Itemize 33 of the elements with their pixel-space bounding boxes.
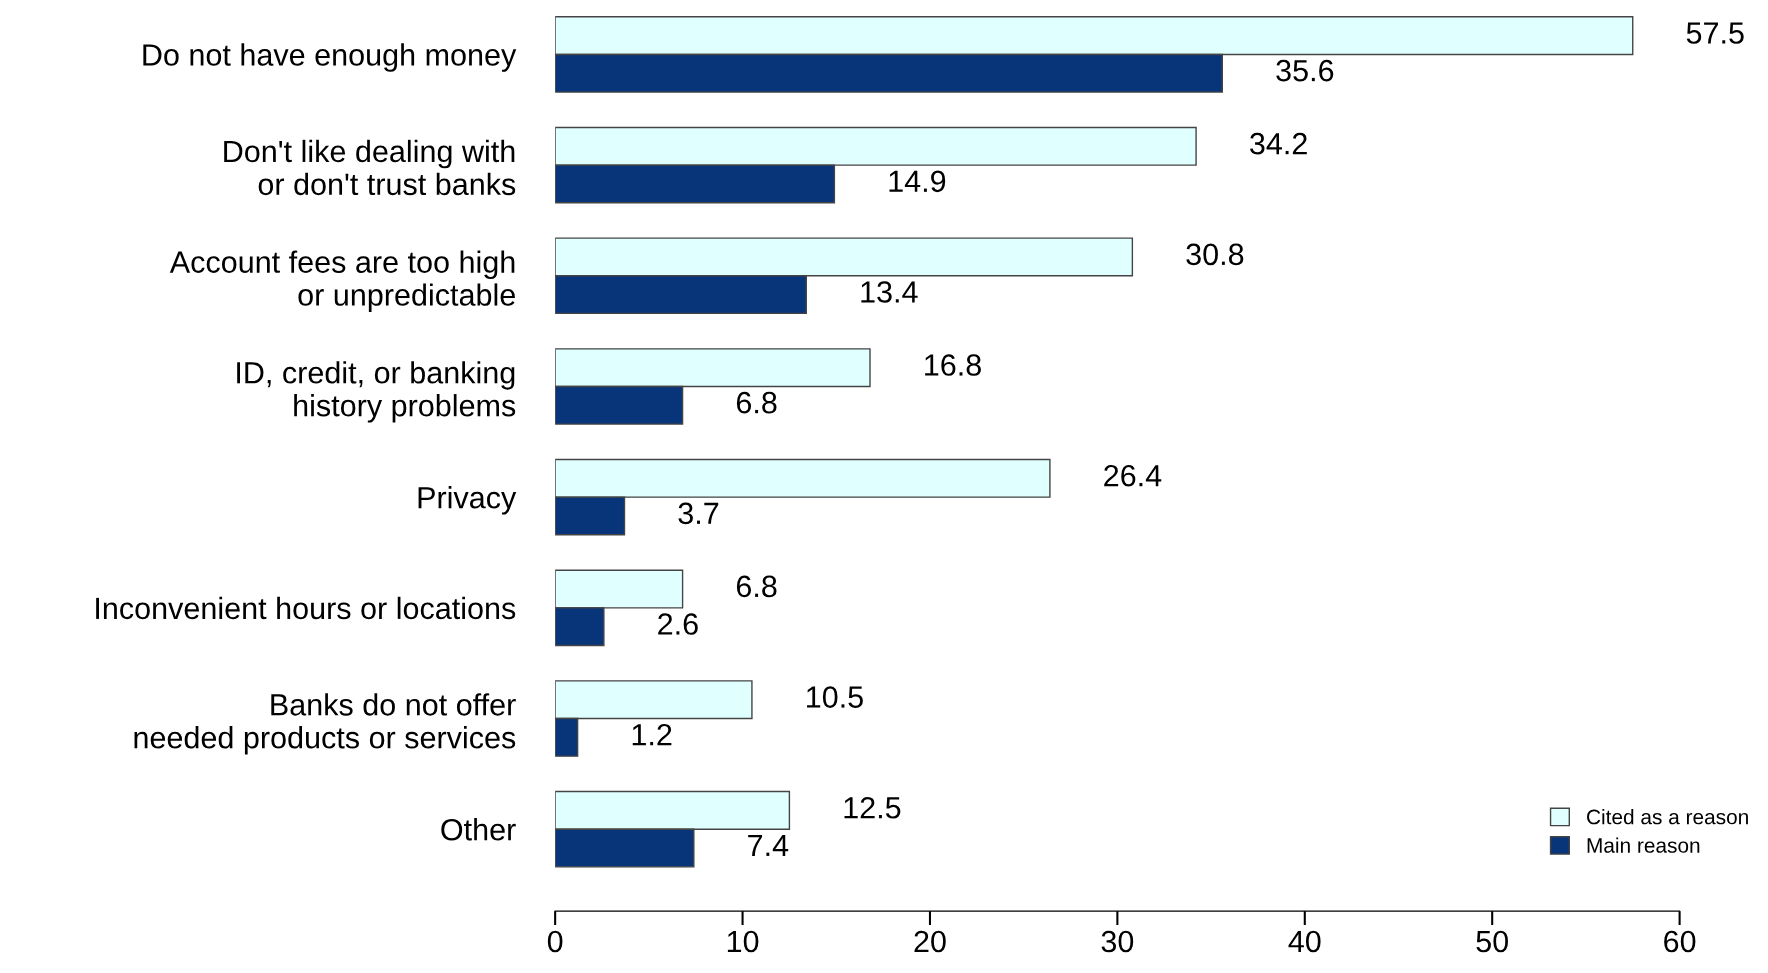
data-label: 6.8 [736, 391, 777, 414]
data-label: 12.5 [844, 796, 901, 819]
y-tick-label: ID, credit, or banking history problems [237, 361, 516, 423]
data-label: 3.7 [678, 502, 719, 525]
data-label: 13.4 [861, 281, 918, 303]
y-tick-label: Privacy [418, 486, 517, 515]
y-tick-label: Account fees are too high or unpredictable [169, 250, 515, 312]
y-tick-label: Inconvenient hours or locations [96, 596, 516, 620]
data-label: 35.6 [1276, 59, 1334, 82]
data-label: 10.5 [807, 686, 863, 708]
x-tick-label: 50 [1476, 930, 1508, 953]
data-label: 14.9 [889, 170, 946, 193]
data-label: 57.5 [1686, 22, 1744, 44]
y-tick-label: Other [441, 818, 516, 841]
data-label: 7.4 [748, 834, 789, 856]
y-tick-label: Banks do not offer needed products or services [134, 693, 516, 755]
data-label: 1.2 [632, 723, 672, 746]
data-label: 6.8 [736, 575, 777, 598]
x-tick-label: 10 [727, 930, 759, 953]
data-label: 26.4 [1104, 464, 1162, 487]
y-tick-label: Do not have enough money [143, 43, 517, 72]
data-label: 30.8 [1186, 243, 1244, 266]
data-label: 16.8 [925, 354, 981, 376]
legend-label: Main reason [1587, 837, 1700, 853]
x-tick-label: 40 [1288, 930, 1321, 953]
x-tick-label: 20 [914, 930, 946, 953]
x-tick-label: 0 [547, 930, 563, 953]
x-tick-label: 30 [1101, 930, 1134, 953]
legend-label: Cited as a reason [1587, 809, 1748, 825]
data-label: 34.2 [1250, 132, 1307, 155]
x-tick-label: 60 [1664, 930, 1696, 953]
data-label: 2.6 [658, 613, 698, 635]
y-tick-label: Don't like dealing with or don't trust banks [224, 139, 516, 196]
